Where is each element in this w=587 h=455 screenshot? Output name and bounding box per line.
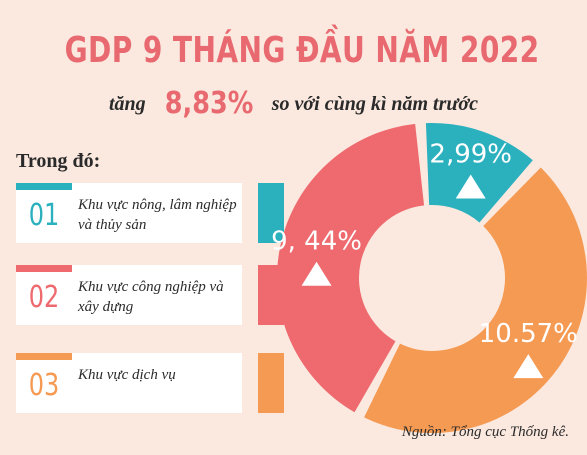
growth-value: 8,83% (164, 86, 253, 121)
sector-number-tab: 03 (16, 353, 72, 413)
slice-industry (277, 123, 425, 413)
sector-label: Khu vực công nghiệp và xây dựng (72, 265, 242, 325)
sector-number: 03 (28, 368, 60, 403)
subtitle: tăng 8,83% so với cùng kì năm trước (0, 86, 587, 121)
subtitle-suffix: so với cùng kì năm trước (271, 93, 478, 115)
sector-item-agriculture: 01 Khu vực nông, lâm nghiệp và thủy sản (16, 183, 284, 243)
up-triangle-icon (455, 174, 486, 199)
up-triangle-icon (513, 354, 544, 379)
page-title: GDP 9 THÁNG ĐẦU NĂM 2022 (64, 30, 540, 71)
slice-agriculture (425, 123, 533, 223)
sector-number-tab: 02 (16, 265, 72, 325)
source-note: Nguồn: Tổng cục Thống kê. (401, 424, 569, 440)
slice-industry-label: 9, 44% (271, 227, 362, 257)
sector-color-bar (258, 183, 284, 243)
slice-services-label: 10.57% (479, 319, 578, 349)
up-triangle-icon (301, 261, 332, 286)
sector-label: Khu vực dịch vụ (72, 353, 242, 413)
subtitle-prefix: tăng (108, 93, 146, 115)
sector-number-tab: 01 (16, 183, 72, 243)
sector-number: 02 (28, 280, 60, 315)
slice-agriculture-label: 2,99% (429, 140, 512, 170)
sector-item-industry: 02 Khu vực công nghiệp và xây dựng (16, 265, 284, 325)
sector-number: 01 (28, 198, 60, 233)
sector-label: Khu vực nông, lâm nghiệp và thủy sản (72, 183, 242, 243)
breakdown-heading: Trong đó: (16, 150, 101, 172)
sector-item-services: 03 Khu vực dịch vụ (16, 353, 284, 413)
sector-color-bar (258, 353, 284, 413)
